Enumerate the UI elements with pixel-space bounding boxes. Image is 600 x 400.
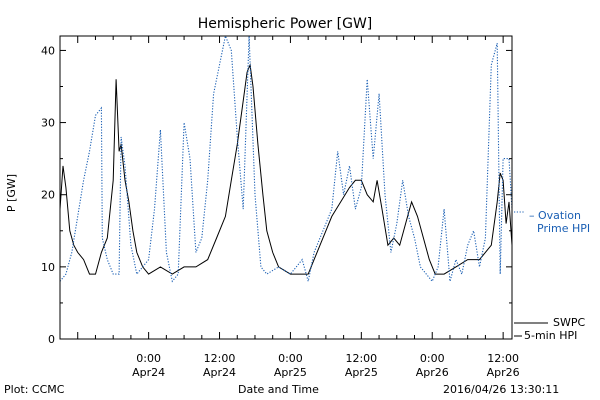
legend-ovation-line2: Prime HPI (537, 222, 590, 235)
y-tick-label: 30 (41, 117, 55, 130)
y-axis: 0 10 20 30 40 (41, 44, 512, 346)
chart-title: Hemispheric Power [GW] (198, 16, 373, 32)
y-tick-label: 0 (48, 333, 55, 346)
legend-swpc-line1: SWPC (553, 316, 585, 329)
series-line-swpc (59, 63, 513, 275)
x-tick-label-time: 0:00 (136, 352, 161, 365)
x-tick-label-time: 12:00 (345, 352, 377, 365)
footer-plot-credit: Plot: CCMC (4, 383, 65, 396)
x-tick-label-date: Apr24 (203, 366, 236, 379)
legend-ovation-line1: – Ovation (529, 209, 581, 222)
x-tick-label-time: 12:00 (487, 352, 519, 365)
y-tick-label: 20 (41, 189, 55, 202)
legend-swpc-line2: 5-min HPI (524, 329, 577, 342)
x-tick-label-date: Apr25 (274, 366, 307, 379)
x-axis: 0:00Apr2412:00Apr240:00Apr2512:00Apr250:… (59, 36, 520, 379)
x-tick-label-date: Apr26 (416, 366, 449, 379)
x-tick-label-time: 0:00 (278, 352, 303, 365)
x-tick-label-time: 0:00 (420, 352, 445, 365)
series-layer (59, 34, 513, 283)
series-line-ovation (59, 34, 513, 283)
x-tick-label-date: Apr25 (345, 366, 378, 379)
y-axis-label: P [GW] (5, 174, 18, 212)
y-tick-label: 40 (41, 44, 55, 57)
plot-frame (59, 35, 513, 340)
y-tick-label: 10 (41, 261, 55, 274)
x-tick-label-date: Apr26 (487, 366, 520, 379)
x-tick-label-date: Apr24 (132, 366, 165, 379)
footer-x-axis-title: Date and Time (238, 383, 319, 396)
footer-timestamp: 2016/04/26 13:30:11 (443, 383, 560, 396)
x-tick-label-time: 12:00 (204, 352, 236, 365)
